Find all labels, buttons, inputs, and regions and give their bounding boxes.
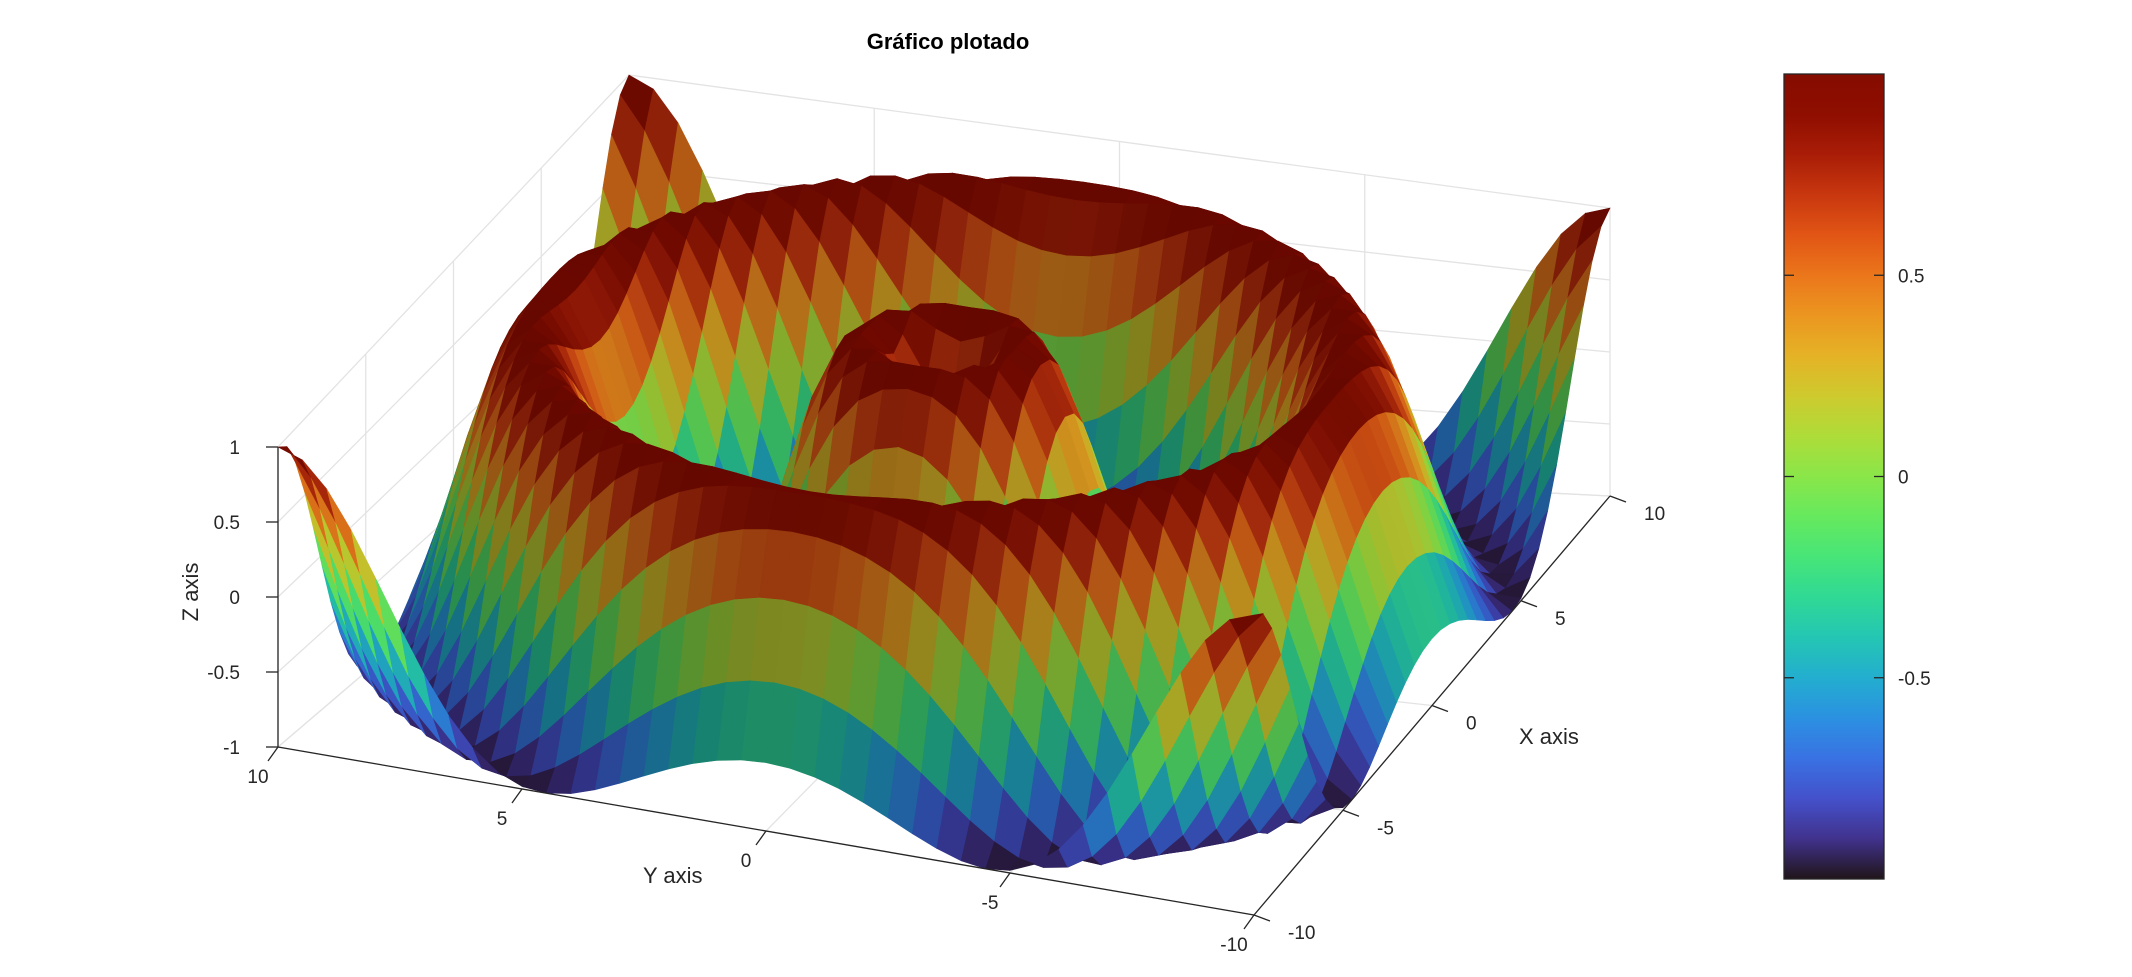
colorbar-tick-label: -0.5 (1898, 669, 1931, 690)
surface-patch (1229, 613, 1264, 637)
colorbar-tick-label: 0 (1898, 468, 1909, 489)
colorbar: -0.5 0 0.5 (1783, 73, 1931, 880)
z-tick-label: -1 (223, 738, 240, 759)
y-tick-label: 10 (247, 767, 268, 788)
y-tick-label: 5 (497, 809, 508, 830)
x-tick-label: 0 (1466, 714, 1477, 735)
x-tick-label: -5 (1377, 818, 1394, 839)
y-tick-label: -10 (1220, 935, 1247, 956)
z-tick-label: 0 (229, 588, 240, 609)
surface (276, 74, 1611, 871)
z-axis-label: Z axis (178, 563, 203, 622)
x-axis-label: X axis (1519, 724, 1579, 749)
colorbar-tick-label: 0.5 (1898, 266, 1924, 287)
z-tick-label: 0.5 (214, 513, 240, 534)
z-tick-label: -0.5 (207, 663, 240, 684)
colorbar-ticks: -0.5 0 0.5 (1784, 266, 1931, 690)
z-tick-label: 1 (229, 438, 240, 459)
chart-title: Gráfico plotado (867, 29, 1030, 54)
axes-box (266, 446, 1627, 930)
x-tick-label: 5 (1555, 609, 1566, 630)
x-tick-label: 10 (1644, 504, 1665, 525)
tick-labels: -10 -5 0 5 10 -10 -5 0 5 10 -1 -0.5 0 0.5 1 (207, 438, 1665, 956)
x-tick-label: -10 (1288, 923, 1315, 944)
y-axis-label: Y axis (643, 863, 703, 888)
y-tick-label: -5 (982, 893, 999, 914)
colorbar-gradient (1784, 74, 1884, 879)
y-tick-label: 0 (741, 851, 752, 872)
